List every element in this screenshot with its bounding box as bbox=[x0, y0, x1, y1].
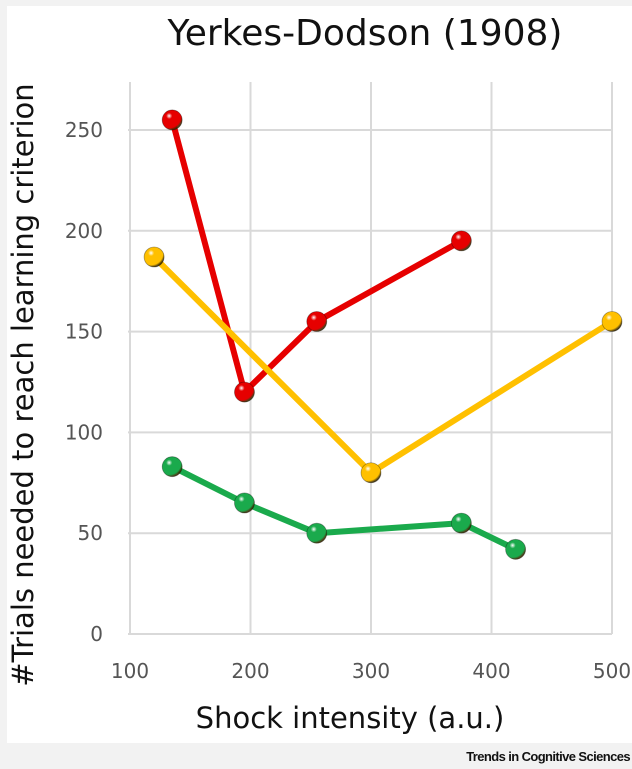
y-tick-label: 250 bbox=[65, 118, 103, 142]
y-axis-label: #Trials needed to reach learning criteri… bbox=[6, 83, 40, 686]
x-tick-label: 400 bbox=[472, 659, 510, 683]
chart-title: Yerkes-Dodson (1908) bbox=[167, 13, 563, 54]
series-0-point-2 bbox=[307, 312, 327, 332]
series-2-point-0 bbox=[162, 457, 182, 477]
series-2-point-3 bbox=[451, 513, 471, 533]
x-tick-label: 500 bbox=[593, 659, 631, 683]
series-0-point-1 bbox=[234, 382, 254, 402]
series-0-point-3 bbox=[451, 231, 471, 251]
series-lines bbox=[154, 120, 612, 549]
tick-labels: 0 50 100 150 200 250 100 200 300 400 500 bbox=[65, 118, 631, 683]
y-tick-label: 0 bbox=[90, 622, 103, 646]
series-1-line bbox=[154, 257, 612, 473]
series-2-line bbox=[172, 467, 515, 550]
x-tick-label: 100 bbox=[111, 659, 149, 683]
y-tick-label: 200 bbox=[65, 219, 103, 243]
series-2-point-4 bbox=[506, 539, 526, 559]
journal-credit: Trends in Cognitive Sciences bbox=[466, 749, 630, 764]
x-axis-label: Shock intensity (a.u.) bbox=[196, 701, 505, 735]
series-2-point-2 bbox=[307, 523, 327, 543]
y-tick-label: 50 bbox=[78, 521, 103, 545]
x-tick-label: 200 bbox=[231, 659, 269, 683]
gridlines bbox=[128, 82, 612, 634]
series-1-point-0 bbox=[144, 247, 164, 267]
y-tick-label: 150 bbox=[65, 320, 103, 344]
series-1-point-1 bbox=[361, 463, 381, 483]
series-1-point-2 bbox=[602, 312, 622, 332]
series-0-point-0 bbox=[162, 110, 182, 130]
y-tick-label: 100 bbox=[65, 420, 103, 444]
x-tick-label: 300 bbox=[352, 659, 390, 683]
series-2-point-1 bbox=[234, 493, 254, 513]
series-0-line bbox=[172, 120, 461, 392]
